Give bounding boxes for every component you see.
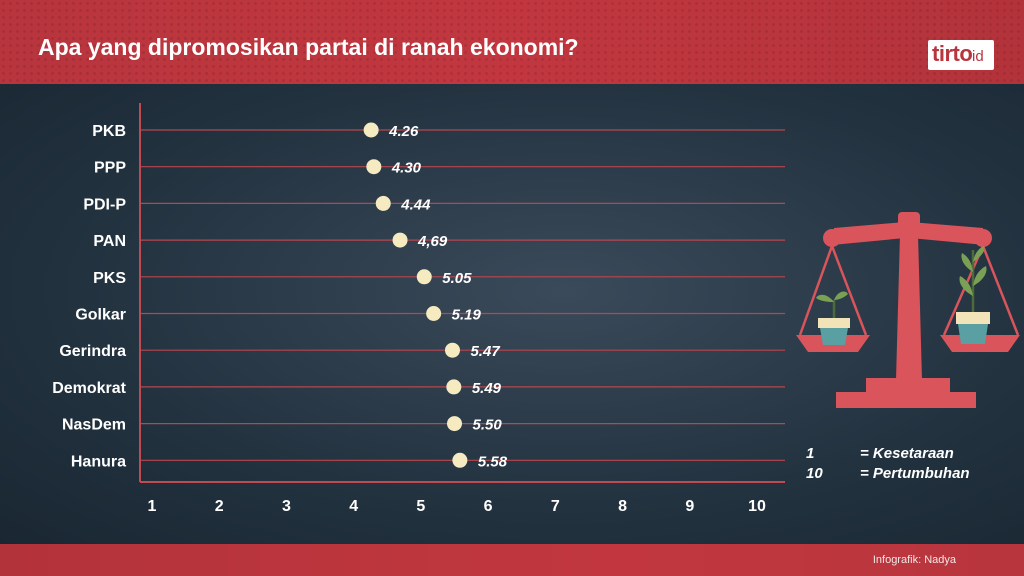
x-tick-label: 9 <box>685 498 694 515</box>
legend-meaning: = Kesetaraan <box>860 445 954 462</box>
footer-bar: Infografik: Nadya <box>0 544 1024 576</box>
logo-badge <box>928 40 994 70</box>
category-label-layer: PKB PPP PDI-P PAN PKS Golkar Gerindra Demokrat N… <box>52 123 126 470</box>
tick-label-layer: 1 2 3 4 5 6 7 8 9 10 <box>148 498 766 515</box>
category-label: Demokrat <box>52 380 126 397</box>
data-point <box>447 416 462 432</box>
data-point <box>392 232 408 248</box>
x-tick-label: 8 <box>618 498 627 515</box>
value-label: 5.19 <box>452 307 482 324</box>
data-point <box>366 159 382 175</box>
x-tick-label: 7 <box>551 498 560 515</box>
header-texture <box>0 0 1024 84</box>
value-label-layer: 4.26 4.30 4.44 4,69 5.05 5.19 5.47 5.49 5.50 5.58 <box>388 123 508 470</box>
legend-row-growth: 10 = Pertumbuhan <box>806 464 970 484</box>
axis-layer <box>139 103 785 483</box>
scale-legend: 1 = Kesetaraan 10 = Pertumbuhan <box>806 444 970 484</box>
category-label: Gerindra <box>59 343 126 360</box>
value-label: 4.30 <box>391 160 422 177</box>
logo-suffix: id <box>972 48 984 65</box>
x-tick-label: 6 <box>484 498 493 515</box>
value-label: 4,69 <box>417 233 448 250</box>
data-point <box>446 379 462 395</box>
legend-value: 1 <box>806 445 815 462</box>
category-label: Hanura <box>71 453 126 470</box>
category-label: Golkar <box>75 307 126 324</box>
value-label: 5.50 <box>473 417 503 434</box>
x-tick-label: 3 <box>282 498 291 515</box>
scale-balance-icon <box>796 212 1020 408</box>
point-layer <box>363 122 468 468</box>
tirto-logo[interactable]: tirto id <box>914 36 1010 74</box>
small-plant-pot-icon <box>816 291 850 345</box>
header-bar: Apa yang dipromosikan partai di ranah ek… <box>0 0 1024 84</box>
data-point <box>375 195 391 211</box>
value-label: 5.47 <box>470 343 500 360</box>
credit-text: Infografik: Nadya <box>872 554 956 566</box>
x-tick-label: 2 <box>215 498 224 515</box>
legend-value: 10 <box>806 465 823 482</box>
category-label: PAN <box>93 233 126 250</box>
legend-meaning: = Pertumbuhan <box>860 465 970 482</box>
x-tick-label: 5 <box>416 498 425 515</box>
logo-name: tirto <box>932 41 973 66</box>
x-tick-label: 1 <box>148 498 157 515</box>
value-label: 4.44 <box>400 196 431 213</box>
value-label: 5.05 <box>442 270 472 287</box>
grid-layer <box>140 129 785 461</box>
data-point <box>416 269 432 285</box>
category-label: PKB <box>92 123 126 140</box>
x-tick-label: 4 <box>349 498 358 515</box>
data-point <box>444 342 460 358</box>
data-point <box>452 452 468 468</box>
large-plant-pot-icon <box>956 246 990 344</box>
value-label: 5.49 <box>472 380 502 397</box>
data-point <box>426 306 442 321</box>
value-label: 4.26 <box>388 123 419 140</box>
legend-row-equality: 1 = Kesetaraan <box>806 444 970 464</box>
x-tick-label: 10 <box>748 498 766 515</box>
category-label: NasDem <box>62 417 126 434</box>
value-label: 5.58 <box>478 453 508 470</box>
page-title: Apa yang dipromosikan partai di ranah ek… <box>38 34 579 60</box>
category-label: PPP <box>94 160 126 177</box>
category-label: PKS <box>93 270 126 287</box>
data-point <box>363 122 379 138</box>
category-label: PDI-P <box>83 196 126 213</box>
